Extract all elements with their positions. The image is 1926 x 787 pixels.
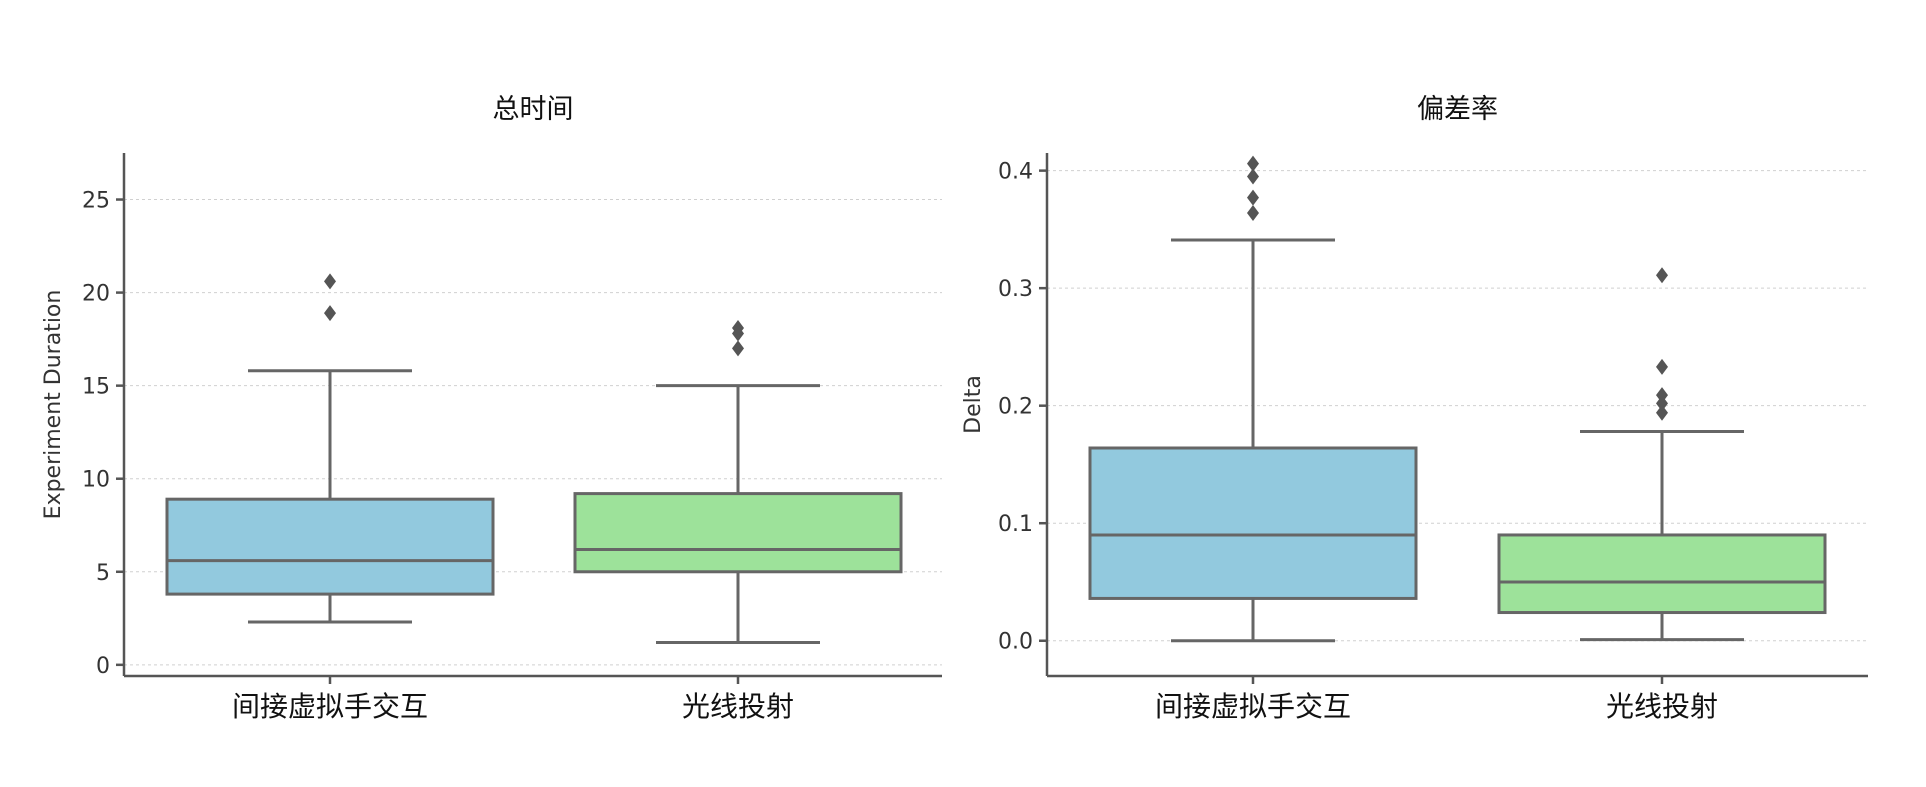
- duration-boxplot-panel: 总时间 Experiment Duration 0 5 10 15 20 25 间接虚拟手交互 光…: [41, 94, 942, 723]
- y-tick-label: 0.2: [998, 395, 1033, 420]
- chart-title: 总时间: [493, 94, 574, 125]
- y-tick-label: 0: [96, 654, 110, 679]
- outlier-point: [1656, 358, 1668, 375]
- chart-title: 偏差率: [1417, 94, 1498, 125]
- x-category-label: 间接虚拟手交互: [232, 690, 428, 723]
- outlier-point: [1656, 395, 1668, 412]
- outlier-point: [1247, 168, 1259, 185]
- x-category-label: 光线投射: [682, 690, 794, 723]
- y-tick-label: 10: [82, 468, 110, 493]
- iqr-box: [165, 497, 495, 596]
- outlier-point: [1247, 204, 1259, 221]
- y-tick-label: 0.0: [998, 630, 1033, 655]
- y-axis-label: Delta: [961, 375, 986, 434]
- y-tick-label: 0.3: [998, 277, 1033, 302]
- outlier-point: [1656, 387, 1668, 404]
- delta-boxplot-panel: 偏差率 Delta 0.0 0.1 0.2 0.3 0.4 间接虚拟手交互 光线投射: [961, 94, 1868, 723]
- outlier-point: [324, 273, 336, 290]
- outlier-point: [1656, 267, 1668, 284]
- outlier-point: [732, 319, 744, 336]
- y-tick-label: 20: [82, 282, 110, 307]
- y-tick-label: 25: [82, 189, 110, 214]
- outlier-point: [324, 305, 336, 322]
- y-tick-label: 0.4: [998, 160, 1033, 185]
- iqr-box: [1497, 533, 1827, 615]
- outlier-point: [1247, 155, 1259, 172]
- outlier-point: [1656, 404, 1668, 421]
- iqr-box: [1088, 446, 1418, 600]
- outlier-point: [1247, 189, 1259, 206]
- x-category-label: 间接虚拟手交互: [1155, 690, 1351, 723]
- y-tick-label: 15: [82, 375, 110, 400]
- outlier-point: [732, 340, 744, 357]
- y-axis-label: Experiment Duration: [41, 290, 66, 520]
- y-tick-label: 5: [96, 561, 110, 586]
- y-tick-label: 0.1: [998, 512, 1033, 537]
- iqr-box: [573, 492, 903, 574]
- x-category-label: 光线投射: [1606, 690, 1718, 723]
